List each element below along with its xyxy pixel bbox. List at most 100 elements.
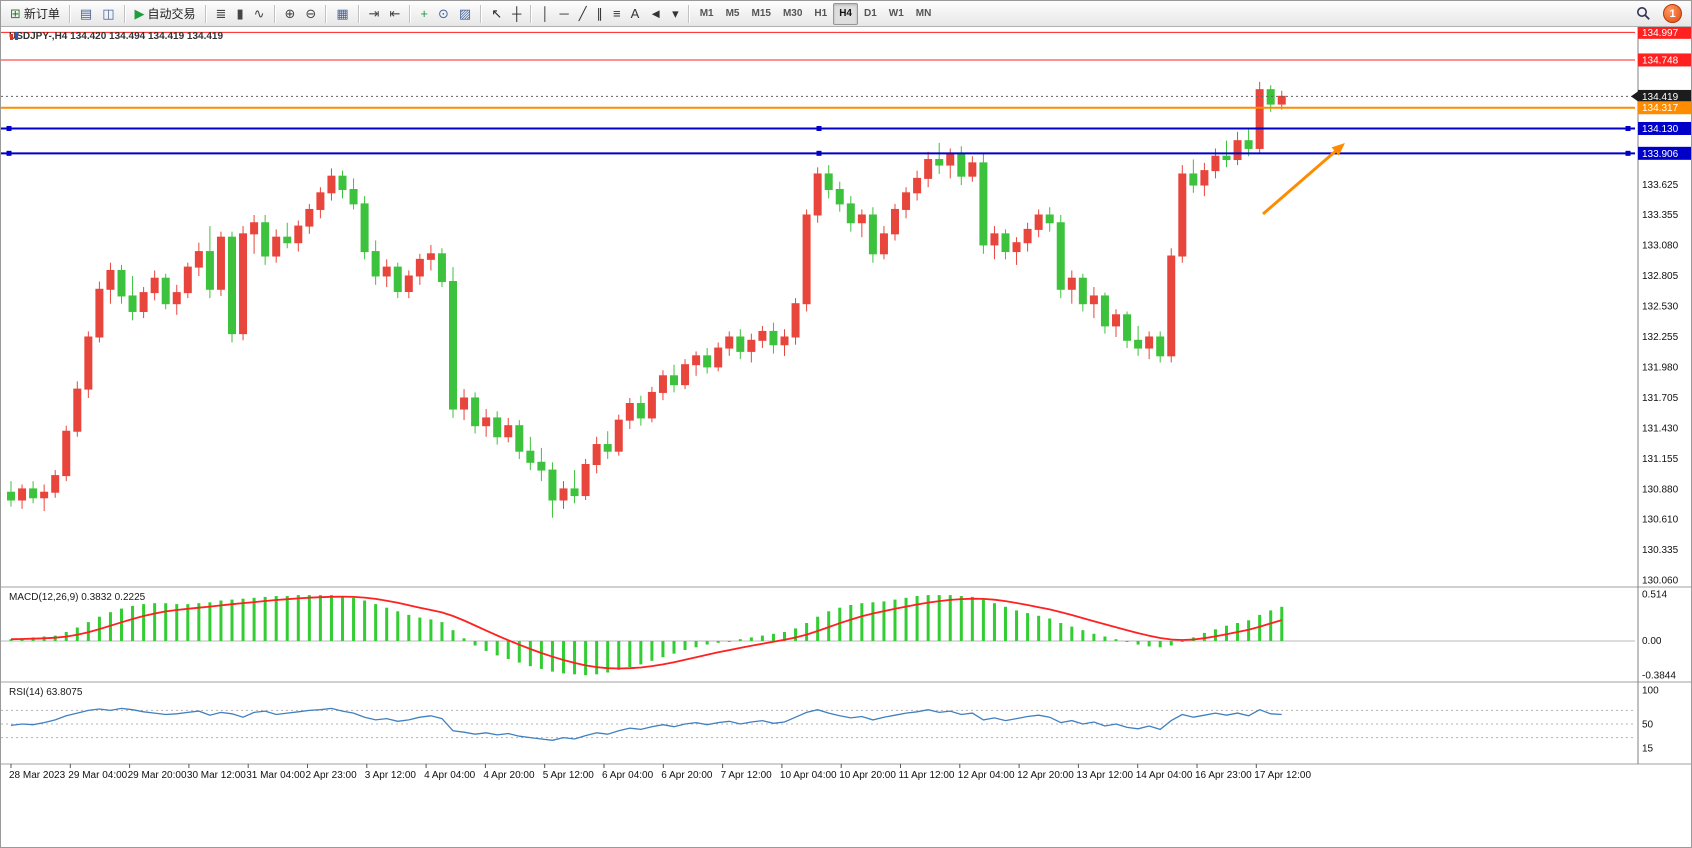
trend-arrow[interactable] bbox=[1262, 143, 1345, 216]
current-price-line-price-tag: 134.419 bbox=[1631, 89, 1691, 103]
svg-text:4 Apr 20:00: 4 Apr 20:00 bbox=[483, 770, 535, 781]
fibonacci-button[interactable]: ≡ bbox=[608, 3, 626, 25]
level-134997-price-tag: 134.997 bbox=[1638, 27, 1691, 39]
svg-text:28 Mar 2023: 28 Mar 2023 bbox=[9, 770, 66, 781]
zoom-out-button[interactable]: ⊖ bbox=[300, 3, 321, 25]
svg-text:13 Apr 12:00: 13 Apr 12:00 bbox=[1076, 770, 1133, 781]
horizontal-line-button[interactable]: ─ bbox=[554, 3, 573, 25]
toolbar-right: 1 bbox=[1631, 3, 1687, 25]
level-134130-price-tag: 134.130 bbox=[1638, 121, 1691, 135]
trendline-button[interactable]: ╱ bbox=[574, 3, 592, 25]
channel-icon: ∥ bbox=[596, 6, 604, 21]
toolbar-separator bbox=[273, 4, 276, 23]
svg-text:130.335: 130.335 bbox=[1642, 545, 1679, 556]
text-button[interactable]: A bbox=[626, 3, 645, 25]
svg-text:10 Apr 20:00: 10 Apr 20:00 bbox=[839, 770, 896, 781]
svg-text:6 Apr 20:00: 6 Apr 20:00 bbox=[661, 770, 713, 781]
svg-text:0.00: 0.00 bbox=[1642, 636, 1662, 647]
macd-scale-labels: 0.514 0.00 -0.3844 bbox=[1642, 590, 1676, 682]
bar-chart-button[interactable]: ≣ bbox=[211, 3, 232, 25]
cursor-icon: ↖ bbox=[491, 6, 503, 21]
timeframe-d1-button[interactable]: D1 bbox=[864, 8, 877, 19]
tile-windows-button[interactable]: ▦ bbox=[331, 3, 353, 25]
svg-text:134.748: 134.748 bbox=[1642, 55, 1679, 66]
add-indicator-icon: + bbox=[420, 6, 429, 21]
toolbar-separator bbox=[68, 4, 71, 23]
timeframe-h1-button[interactable]: H1 bbox=[814, 8, 828, 19]
data-window-button[interactable]: ◫ bbox=[97, 3, 119, 25]
timeframe-m5-button[interactable]: M5 bbox=[725, 8, 740, 19]
level-133906-handle[interactable] bbox=[816, 150, 822, 156]
timeframe-m1-button[interactable]: M1 bbox=[699, 8, 714, 19]
trendline-icon: ╱ bbox=[578, 6, 587, 21]
shapes-dropdown[interactable]: ▾ bbox=[667, 3, 684, 25]
fibonacci-icon: ≡ bbox=[613, 6, 621, 21]
search-icon[interactable] bbox=[1631, 3, 1656, 25]
vertical-line-icon: │ bbox=[541, 6, 550, 21]
level-134130-handle[interactable] bbox=[816, 125, 822, 131]
level-133906-handle[interactable] bbox=[1625, 150, 1631, 156]
macd-indicator-label: MACD(12,26,9) 0.3832 0.2225 bbox=[9, 592, 146, 603]
rsi-scale-labels: 100 50 15 bbox=[1642, 686, 1659, 755]
time-axis[interactable]: 28 Mar 2023 29 Mar 04:00 29 Mar 20:00 30 Ma… bbox=[9, 764, 1311, 781]
add-indicator-button[interactable]: + bbox=[415, 3, 433, 25]
level-133906-handle[interactable] bbox=[6, 150, 12, 156]
chart-shift-button[interactable]: ⇤ bbox=[385, 3, 406, 25]
price-chart-canvas[interactable]: 133.625 133.355 133.080 132.805 132.530 132.2… bbox=[1, 27, 1692, 786]
zoom-in-button[interactable]: ⊕ bbox=[280, 3, 301, 25]
timeframe-w1-button[interactable]: W1 bbox=[888, 8, 904, 19]
auto-scroll-button[interactable]: ⇥ bbox=[364, 3, 385, 25]
svg-text:11 Apr 12:00: 11 Apr 12:00 bbox=[899, 770, 955, 781]
level-134130[interactable] bbox=[1, 125, 1635, 131]
timeframe-mn-button[interactable]: MN bbox=[915, 8, 932, 19]
cursor-button[interactable]: ↖ bbox=[486, 3, 507, 25]
line-chart-button[interactable]: ∿ bbox=[249, 3, 270, 25]
svg-text:5 Apr 12:00: 5 Apr 12:00 bbox=[543, 770, 595, 781]
chart-shift-icon: ⇤ bbox=[389, 6, 401, 21]
template-button[interactable]: ▨ bbox=[454, 3, 476, 25]
crosshair-button[interactable]: ┼ bbox=[507, 3, 526, 25]
arrow-label-button[interactable]: ◄ bbox=[644, 3, 667, 25]
horizontal-line-icon: ─ bbox=[559, 6, 569, 21]
svg-text:4 Apr 04:00: 4 Apr 04:00 bbox=[424, 770, 476, 781]
svg-text:130.060: 130.060 bbox=[1642, 575, 1679, 586]
text-icon: A bbox=[630, 6, 640, 21]
level-133906[interactable] bbox=[1, 150, 1635, 156]
level-134748-price-tag: 134.748 bbox=[1638, 53, 1691, 67]
arrow-label-icon: ◄ bbox=[649, 6, 663, 21]
toolbar-separator bbox=[357, 4, 360, 23]
level-134317-price-tag: 134.317 bbox=[1638, 101, 1691, 115]
svg-text:16 Apr 23:00: 16 Apr 23:00 bbox=[1195, 770, 1252, 781]
tile-windows-icon: ▦ bbox=[336, 6, 349, 21]
new-order-button[interactable]: ⊞ 新订单 bbox=[5, 3, 65, 25]
toolbar-separator bbox=[687, 4, 690, 23]
toolbar-buttons: ⊞ 新订单 ▤ ◫ ▶ 自动交易 ≣ ▮ ∿ ⊕ ⊖ ▦ ⇥ ⇤ + ⊙ ▨ ↖ ┼ │ ─ ╱ ∥ ≡ A ◄ ▾ M1 M5 M15 M… bbox=[5, 1, 937, 26]
candlestick-chart-button[interactable]: ▮ bbox=[231, 3, 248, 25]
vertical-line-button[interactable]: │ bbox=[536, 3, 554, 25]
toolbar-separator bbox=[123, 4, 126, 23]
notification-badge[interactable]: 1 bbox=[1663, 4, 1682, 23]
svg-text:17 Apr 12:00: 17 Apr 12:00 bbox=[1254, 770, 1311, 781]
rsi-line bbox=[10, 707, 1282, 741]
timeframe-h4-button[interactable]: H4 bbox=[833, 2, 858, 25]
chevron-down-icon: ▾ bbox=[672, 6, 679, 21]
svg-text:134.130: 134.130 bbox=[1642, 124, 1679, 135]
profiles-button[interactable]: ▤ bbox=[75, 3, 97, 25]
timeframe-m30-button[interactable]: M30 bbox=[782, 8, 803, 19]
auto-scroll-icon: ⇥ bbox=[368, 6, 380, 21]
svg-text:132.805: 132.805 bbox=[1642, 271, 1679, 282]
svg-text:133.906: 133.906 bbox=[1642, 149, 1679, 160]
level-134130-handle[interactable] bbox=[1625, 125, 1631, 131]
level-134130-handle[interactable] bbox=[6, 125, 12, 131]
svg-text:134.997: 134.997 bbox=[1642, 28, 1679, 39]
toolbar-separator bbox=[204, 4, 207, 23]
period-button[interactable]: ⊙ bbox=[433, 3, 454, 25]
data-window-icon: ◫ bbox=[102, 6, 115, 21]
channel-button[interactable]: ∥ bbox=[592, 3, 609, 25]
svg-text:131.705: 131.705 bbox=[1642, 393, 1679, 404]
svg-text:134.419: 134.419 bbox=[1642, 92, 1679, 103]
auto-trading-button[interactable]: ▶ 自动交易 bbox=[130, 3, 201, 25]
svg-text:29 Mar 04:00: 29 Mar 04:00 bbox=[68, 770, 127, 781]
timeframe-m15-button[interactable]: M15 bbox=[751, 8, 771, 19]
